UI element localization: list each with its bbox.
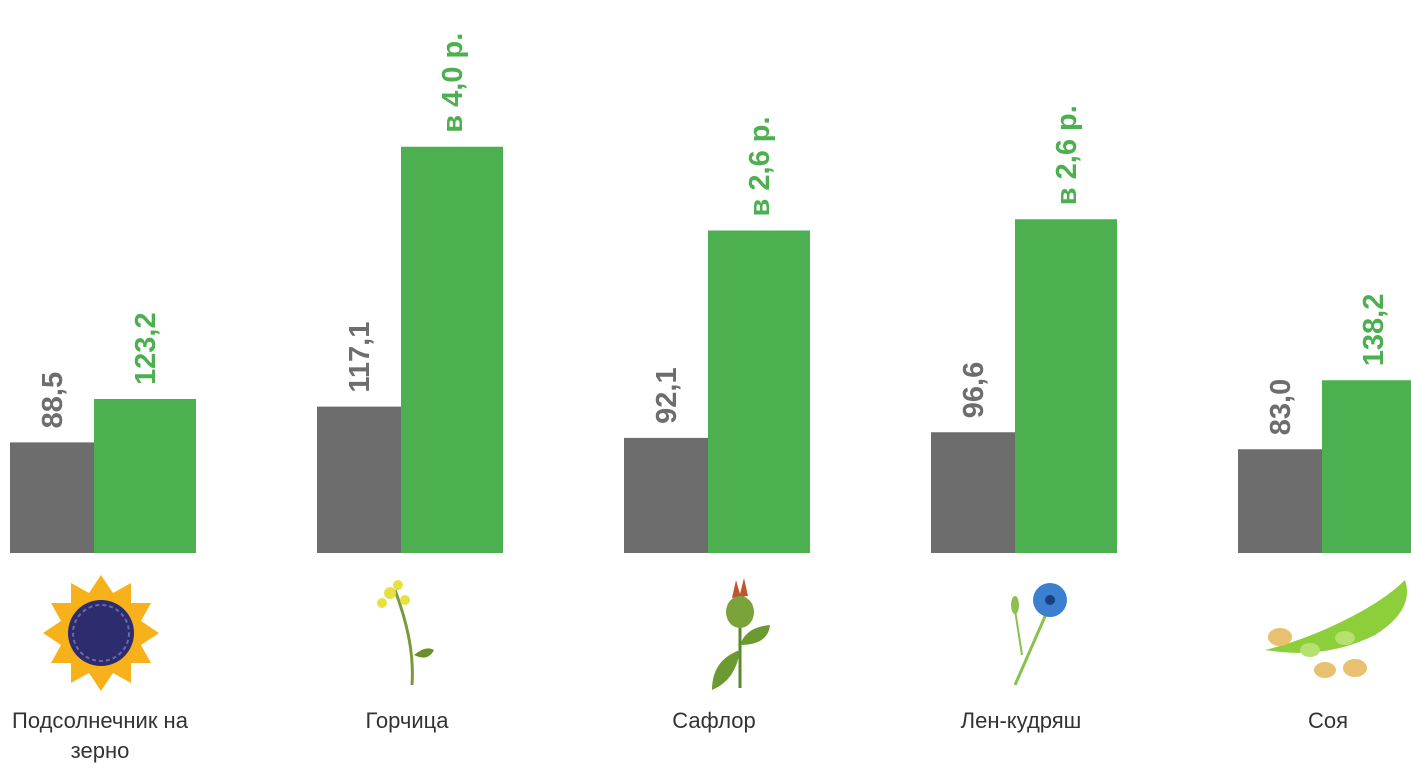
bar (317, 406, 401, 553)
mustard-icon (377, 580, 434, 686)
x-tick-label: Лен-кудряш (960, 708, 1082, 733)
bar (1015, 219, 1117, 553)
bar (10, 442, 94, 553)
flax-icon (1011, 583, 1067, 686)
annotation: в 4,0 р. (437, 33, 469, 133)
bar (931, 432, 1015, 553)
sunflower-icon (43, 575, 159, 691)
bar (1322, 380, 1411, 553)
bar (401, 146, 503, 553)
value-label: 123,2 (130, 312, 162, 385)
x-tick-label: Сафлор (672, 708, 756, 733)
annotation: в 2,6 р. (1051, 105, 1083, 205)
value-label: 83,0 (1265, 379, 1297, 435)
value-label: 96,6 (958, 362, 990, 418)
value-label: 92,1 (651, 367, 683, 423)
x-tick-label: Соя (1307, 708, 1349, 733)
safflower-icon (712, 578, 770, 690)
soy-icon (1265, 580, 1407, 678)
x-tick-label: Подсолнечник на зерно (12, 708, 188, 763)
bar (708, 230, 810, 553)
value-label: 117,1 (344, 322, 376, 393)
bar (94, 399, 196, 553)
bar (1238, 449, 1322, 553)
value-label: 138,2 (1358, 294, 1390, 367)
x-tick-label: Горчица (365, 708, 449, 733)
value-label: 88,5 (37, 372, 69, 428)
annotation: в 2,6 р. (744, 116, 776, 216)
bar (624, 437, 708, 553)
